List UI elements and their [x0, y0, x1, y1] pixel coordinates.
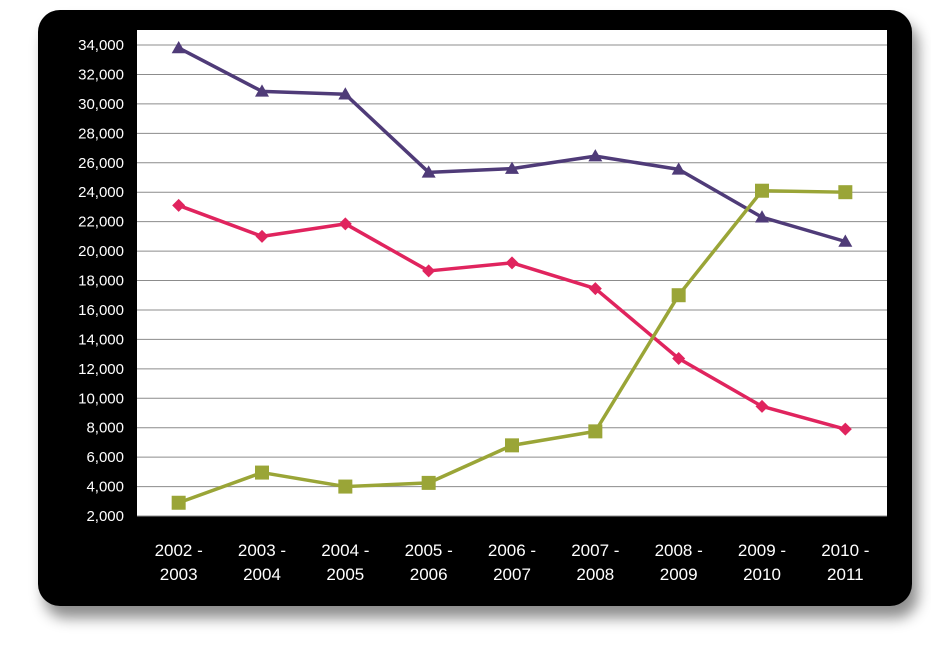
diamond-marker: [672, 352, 686, 366]
triangle-marker: [838, 234, 853, 247]
triangle-marker: [338, 87, 353, 100]
triangle-marker: [421, 165, 436, 178]
square-marker: [838, 185, 853, 200]
y-tick-label: 6,000: [86, 449, 124, 466]
series-triangle: [171, 40, 853, 247]
plot-area: [137, 30, 887, 516]
y-tick-label: 32,000: [78, 66, 124, 83]
diamond-marker: [755, 399, 769, 413]
series-square: [171, 183, 853, 510]
y-tick-label: 8,000: [86, 420, 124, 437]
square-marker: [171, 495, 186, 510]
triangle-marker: [588, 149, 603, 162]
y-tick-label: 30,000: [78, 96, 124, 113]
x-tick-label: 2002 -2003: [155, 541, 203, 584]
y-tick-label: 12,000: [78, 361, 124, 378]
y-tick-label: 2,000: [86, 508, 124, 525]
x-tick-label: 2005 -2006: [405, 541, 453, 584]
triangle-marker: [671, 162, 686, 175]
y-tick-label: 16,000: [78, 302, 124, 319]
square-marker: [671, 288, 686, 303]
diamond-marker: [838, 422, 852, 436]
y-tick-label: 26,000: [78, 155, 124, 172]
diamond-marker: [172, 198, 186, 212]
triangle-marker: [255, 84, 269, 97]
x-axis-tick-labels: 2002 -2003 2003 -2004 2004 -2005 2005 -2006…: [155, 541, 870, 584]
y-tick-label: 10,000: [78, 390, 124, 407]
square-marker: [588, 424, 603, 439]
x-tick-label: 2009 -2010: [738, 541, 786, 584]
triangle-marker: [505, 161, 519, 174]
triangle-marker: [755, 210, 769, 223]
x-tick-label: 2003 -2004: [238, 541, 286, 584]
square-marker: [755, 183, 769, 198]
diamond-marker: [338, 217, 352, 231]
diamond-marker: [505, 256, 519, 270]
square-marker: [338, 479, 353, 494]
y-tick-label: 34,000: [78, 37, 124, 54]
y-tick-label: 28,000: [78, 125, 124, 142]
y-tick-label: 22,000: [78, 214, 124, 231]
y-tick-label: 24,000: [78, 184, 124, 201]
y-tick-label: 20,000: [78, 243, 124, 260]
series-diamond: [172, 198, 852, 436]
x-tick-label: 2006 -2007: [488, 541, 536, 584]
diamond-marker: [588, 282, 602, 296]
square-marker: [421, 475, 436, 490]
y-tick-label: 18,000: [78, 273, 124, 290]
square-marker: [255, 465, 269, 480]
square-marker: [505, 438, 519, 453]
diamond-marker: [255, 229, 269, 243]
diamond-marker: [422, 264, 436, 278]
series-lines: [171, 40, 853, 510]
y-axis-tick-labels: 2,000 4,000 6,000 8,000 10,000 12,000 14,000 16…: [78, 37, 124, 525]
gridlines: [137, 44, 887, 517]
x-tick-label: 2008 -2009: [655, 541, 703, 584]
y-tick-label: 4,000: [86, 479, 124, 496]
x-tick-label: 2010 -2011: [821, 541, 869, 584]
x-tick-label: 2007 -2008: [571, 541, 619, 584]
x-tick-label: 2004 -2005: [321, 541, 369, 584]
triangle-marker: [171, 40, 186, 54]
y-tick-label: 14,000: [78, 331, 124, 348]
